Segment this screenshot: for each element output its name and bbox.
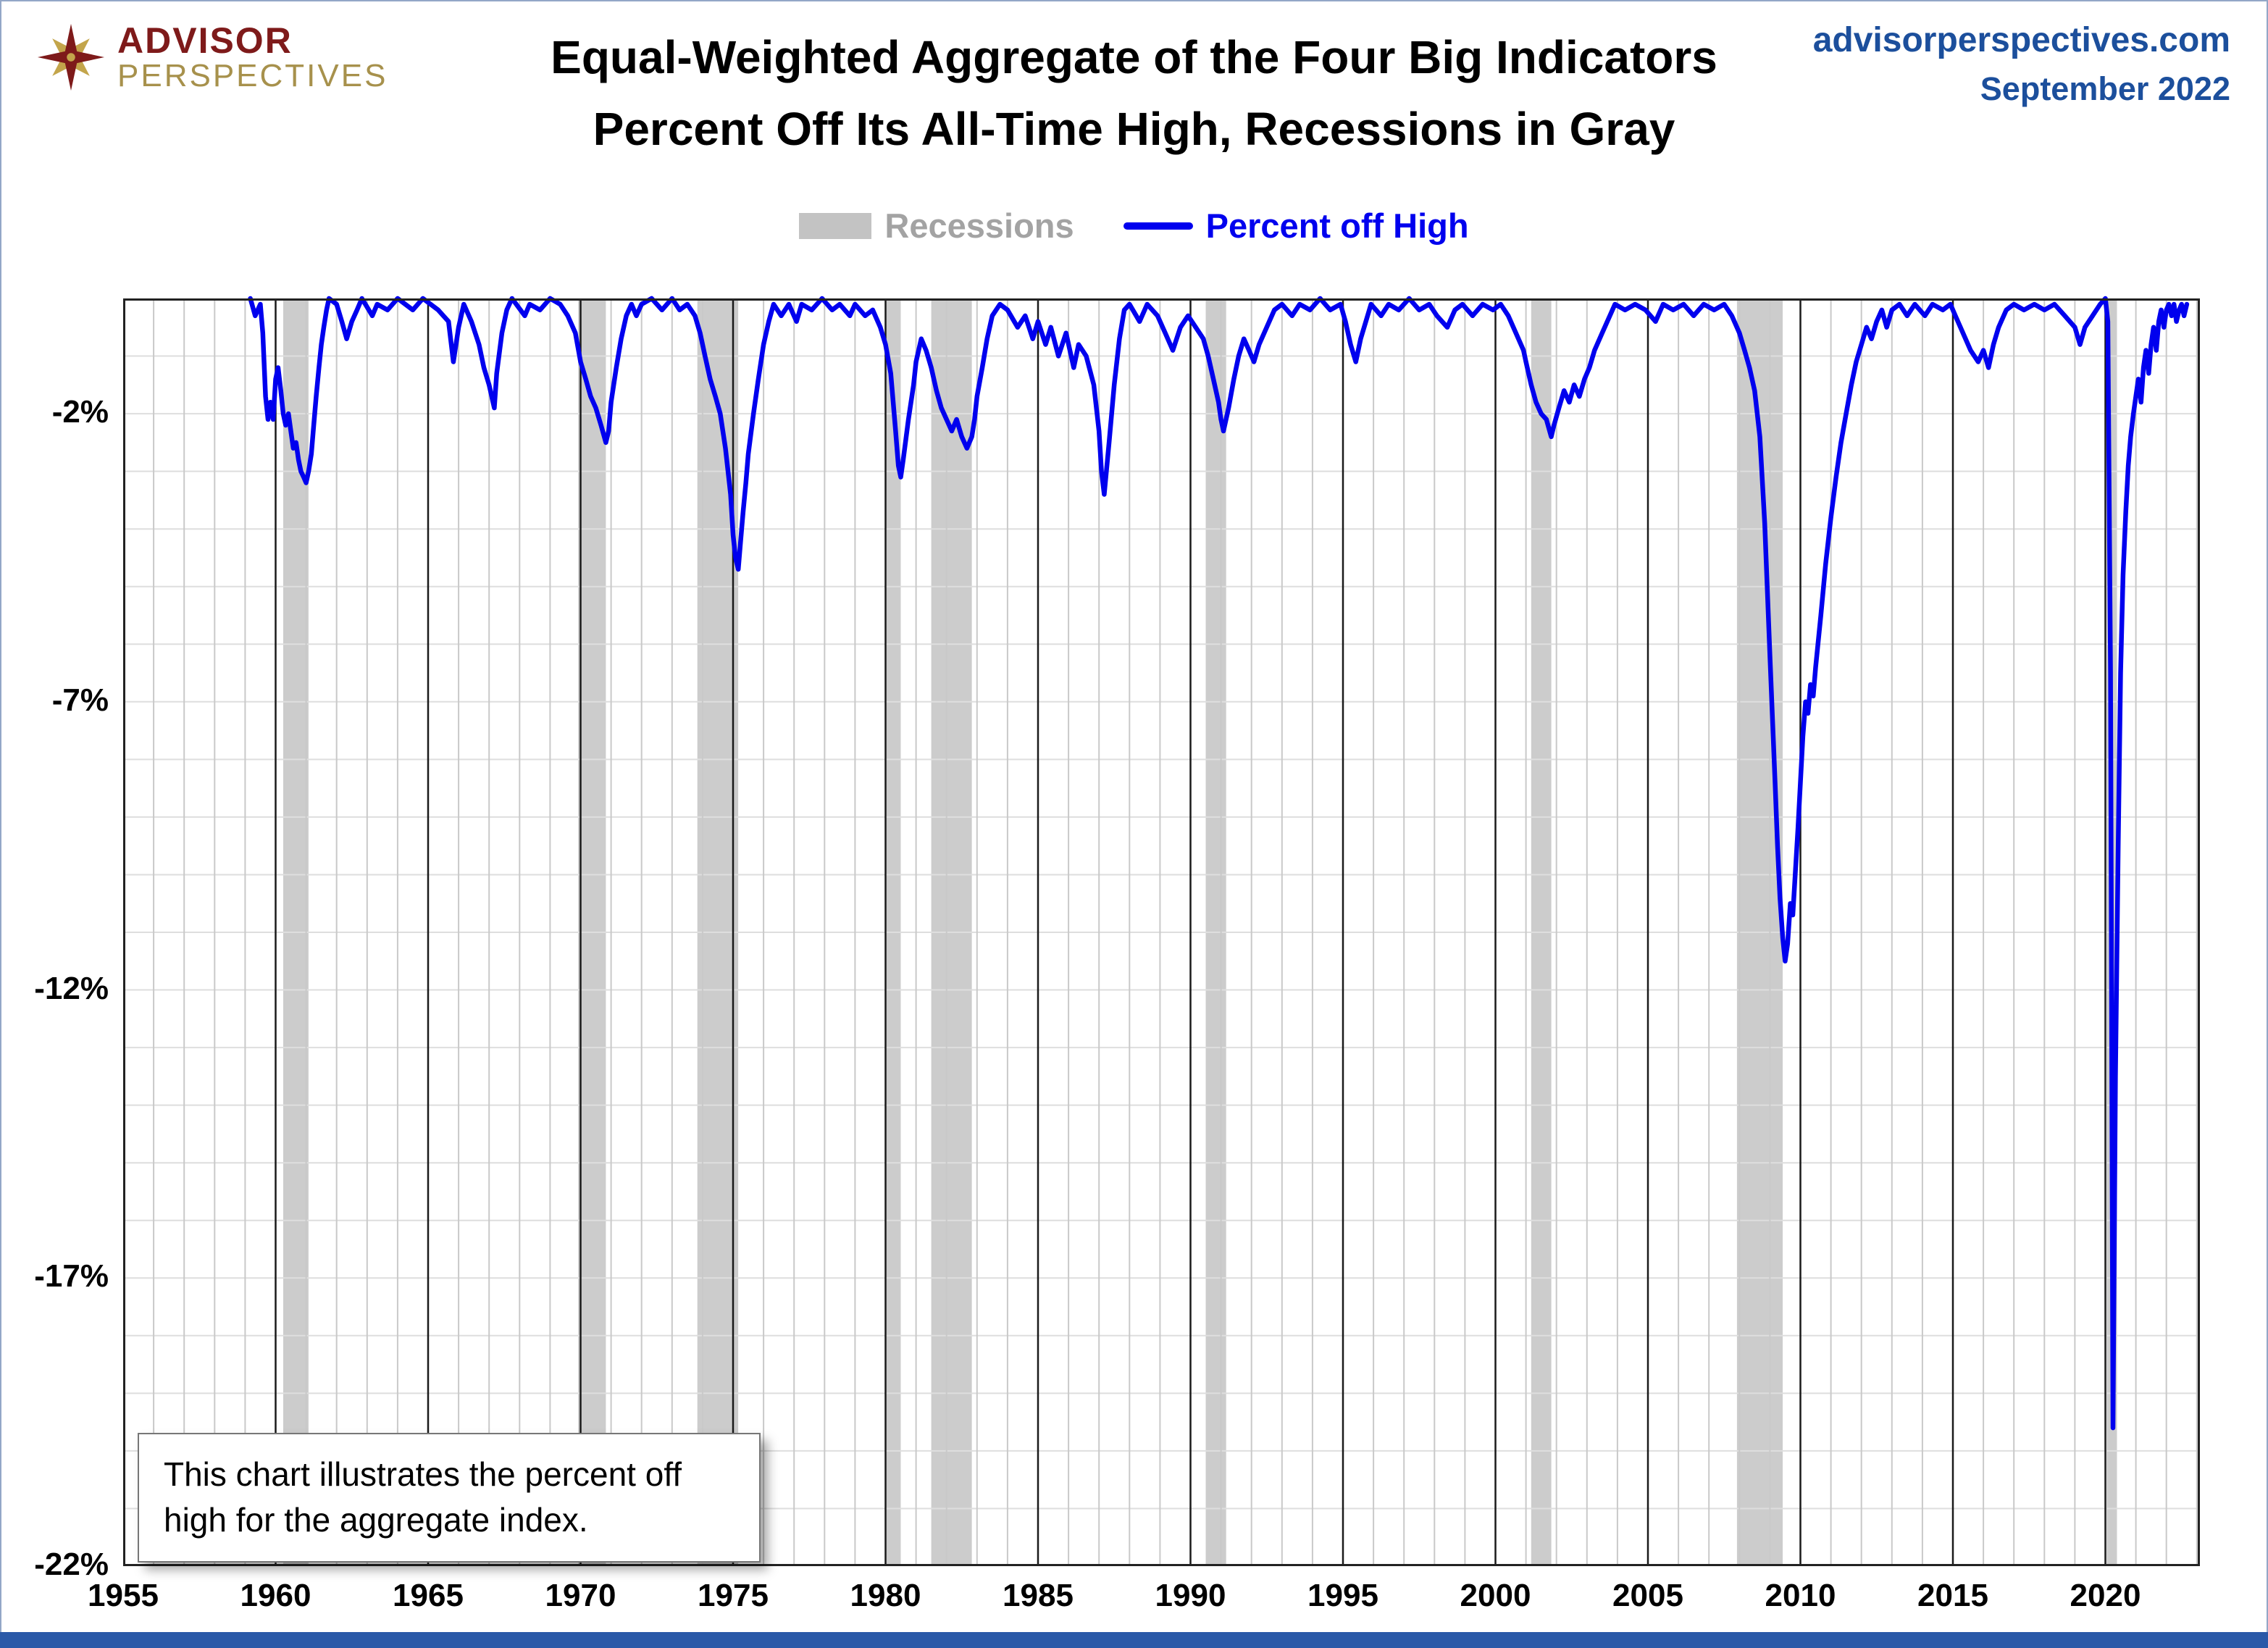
page-title-line2: Percent Off Its All-Time High, Recession… <box>593 103 1675 155</box>
y-tick-label: -17% <box>34 1258 109 1294</box>
y-tick-label: -7% <box>51 682 109 718</box>
series-percent-off-high <box>248 296 2190 1431</box>
logo-line2: PERSPECTIVES <box>117 58 388 93</box>
y-tick-label: -22% <box>34 1547 109 1582</box>
bottom-accent-bar <box>0 1632 2268 1648</box>
legend-series-label: Percent off High <box>1205 206 1469 245</box>
x-tick-label: 2020 <box>2070 1578 2141 1613</box>
advisor-perspectives-logo: ADVISOR PERSPECTIVES <box>36 22 388 93</box>
annotation-text: This chart illustrates the percent off h… <box>164 1455 682 1539</box>
recessions-swatch <box>799 212 872 239</box>
chart-legend: Recessions Percent off High <box>0 206 2268 246</box>
y-tick-label: -12% <box>34 970 109 1006</box>
x-tick-label: 1975 <box>698 1578 769 1613</box>
x-tick-label: 2015 <box>1917 1578 1988 1613</box>
source-attribution: advisorperspectives.com September 2022 <box>1813 20 2230 108</box>
page-title: Equal-Weighted Aggregate of the Four Big… <box>290 22 1978 165</box>
x-tick-label: 1985 <box>1003 1578 1074 1613</box>
plot-border <box>123 298 2200 1566</box>
source-date: September 2022 <box>1980 70 2230 107</box>
chart-svg <box>123 296 2200 1566</box>
legend-item-series: Percent off High <box>1123 206 1469 246</box>
x-tick-label: 2010 <box>1765 1578 1836 1613</box>
y-axis: -2% -7% -12% -17% -22% <box>0 0 109 1648</box>
x-tick-label: 1990 <box>1155 1578 1226 1613</box>
series-line-swatch <box>1123 222 1193 230</box>
source-website: advisorperspectives.com <box>1812 21 2230 59</box>
y-tick-label: -2% <box>51 394 109 430</box>
x-axis: 1955 1960 1965 1970 1975 1980 1985 1990 1995 2000… <box>88 1578 2200 1621</box>
x-tick-label: 1995 <box>1307 1578 1378 1613</box>
x-tick-label: 1960 <box>240 1578 311 1613</box>
annotation-box: This chart illustrates the percent off h… <box>138 1433 761 1563</box>
page-title-line1: Equal-Weighted Aggregate of the Four Big… <box>551 31 1717 83</box>
chart-plot-area <box>123 296 2200 1566</box>
x-tick-label: 1955 <box>88 1578 159 1613</box>
compass-star-icon <box>37 23 105 91</box>
x-tick-label: 1970 <box>545 1578 616 1613</box>
logo-line1: ADVISOR <box>117 20 293 61</box>
legend-recessions-label: Recessions <box>884 206 1074 245</box>
legend-item-recessions: Recessions <box>799 206 1074 246</box>
x-tick-label: 1965 <box>393 1578 464 1613</box>
x-tick-label: 2005 <box>1612 1578 1683 1613</box>
x-tick-label: 1980 <box>850 1578 921 1613</box>
x-tick-label: 2000 <box>1460 1578 1531 1613</box>
